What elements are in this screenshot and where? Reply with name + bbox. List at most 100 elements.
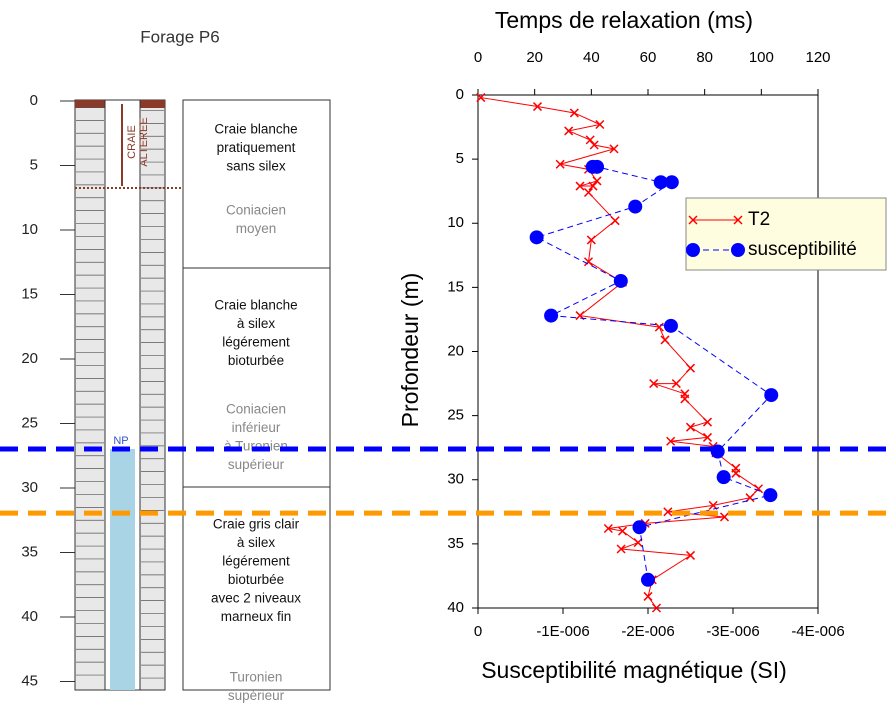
point [643, 591, 653, 601]
point [585, 135, 595, 145]
stage-text: supérieur [228, 688, 285, 703]
x2-tick-label: 80 [696, 49, 713, 66]
point [651, 603, 662, 613]
y-tick-label: 35 [447, 535, 464, 552]
point [588, 181, 598, 191]
point [663, 507, 673, 517]
point [610, 216, 620, 226]
y-tick-label: 30 [447, 471, 464, 488]
lithology-text: bioturbée [228, 572, 284, 587]
point [632, 520, 647, 535]
lithology-text: pratiquement [217, 140, 296, 155]
y-tick-label: 0 [456, 86, 464, 103]
log-depth-label: 40 [21, 608, 38, 625]
log-depth-label: 20 [21, 350, 38, 367]
point [649, 379, 659, 389]
point [544, 308, 559, 323]
point [555, 159, 565, 169]
stage-text: Coniacien [226, 402, 286, 417]
legend-marker [686, 243, 700, 257]
y-tick-label: 25 [447, 407, 464, 424]
point [628, 199, 643, 214]
x-tick-label: -2E-006 [621, 623, 674, 640]
point [653, 175, 668, 190]
x-tick-label: -3E-006 [706, 623, 759, 640]
point [476, 93, 486, 103]
y-tick-label: 10 [447, 214, 464, 231]
point [663, 318, 678, 333]
x2-axis-title: Temps de relaxation (ms) [495, 7, 753, 33]
point [633, 538, 643, 548]
point [564, 126, 574, 136]
point [603, 523, 613, 534]
lithology-text: avec 2 niveaux [211, 591, 301, 606]
point [613, 273, 628, 288]
log-title: Forage P6 [140, 27, 219, 46]
point [763, 488, 778, 503]
y-tick-label: 15 [447, 278, 464, 295]
log-depth-label: 0 [30, 92, 38, 109]
point [702, 432, 713, 442]
y-tick-label: 20 [447, 342, 464, 359]
lithology-text: Craie blanche [214, 298, 297, 313]
log-depth-label: 15 [21, 285, 38, 302]
water-level-label: NP [113, 435, 128, 447]
point [660, 335, 670, 345]
point [583, 187, 594, 198]
x2-tick-label: 120 [805, 49, 830, 66]
point [609, 144, 619, 154]
point [685, 422, 696, 432]
lithology-text: marneux fin [221, 609, 292, 624]
point [586, 235, 596, 245]
borehole-graphic [74, 99, 331, 691]
soil-cap [75, 100, 105, 108]
lithology-text: sans silex [226, 159, 286, 174]
log-depth-label: 10 [21, 221, 38, 238]
point [617, 526, 628, 536]
y-axis-title: Profondeur (m) [397, 273, 423, 428]
lithology-text: bioturbée [228, 353, 284, 368]
x2-tick-label: 0 [474, 49, 482, 66]
point [532, 102, 543, 112]
point [666, 436, 676, 446]
point [702, 417, 713, 427]
point [664, 175, 679, 190]
x-tick-label: -1E-006 [536, 623, 589, 640]
point [671, 379, 681, 389]
legend-label: T2 [748, 209, 770, 230]
y-tick-label: 5 [456, 150, 464, 167]
stage-text: inférieur [232, 420, 281, 435]
point [719, 512, 730, 522]
legend-marker [688, 215, 698, 225]
point [685, 363, 696, 373]
point [589, 140, 599, 150]
point [575, 181, 585, 191]
weathered-label: CRAIE [126, 125, 138, 159]
log-depth-label: 25 [21, 414, 38, 431]
lithology-text: à silex [237, 316, 276, 331]
stage-text: supérieur [228, 457, 285, 472]
point [583, 257, 594, 267]
point [680, 394, 690, 404]
point [731, 468, 741, 478]
log-depth-label: 35 [21, 543, 38, 560]
lithology-text: légérement [222, 335, 290, 350]
lithology-text: Craie blanche [214, 122, 297, 137]
log-depth-label: 5 [30, 156, 38, 173]
point [590, 159, 604, 174]
lithology-text: légérement [222, 554, 290, 569]
legend-box [685, 197, 887, 271]
legend-marker [733, 215, 743, 225]
x2-tick-label: 100 [749, 49, 774, 66]
legend-marker [731, 243, 745, 257]
strata-box [182, 99, 331, 691]
point [716, 470, 731, 485]
x2-tick-label: 60 [640, 49, 657, 66]
lithology-text: Craie gris clair [213, 517, 300, 532]
point [685, 550, 696, 560]
point [592, 176, 602, 186]
point [569, 108, 579, 118]
lithology-text: à silex [237, 535, 276, 550]
soil-cap [140, 100, 165, 108]
